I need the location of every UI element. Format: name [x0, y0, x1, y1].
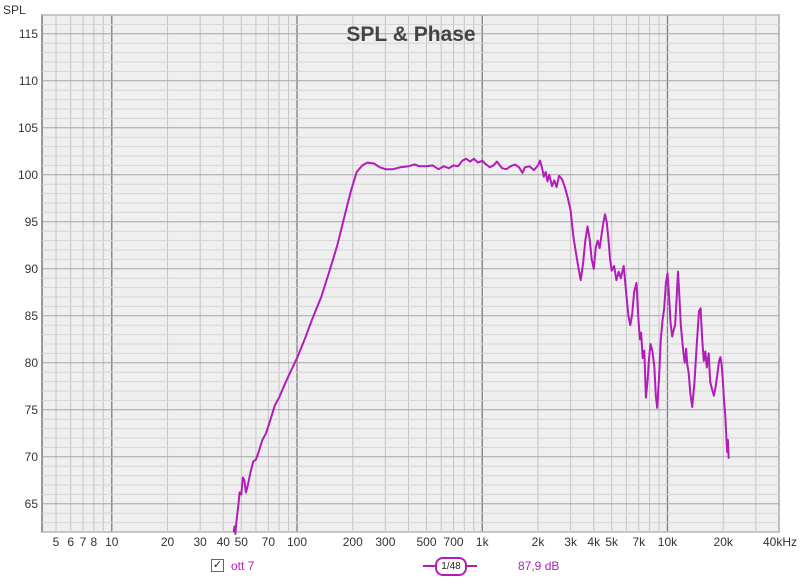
- y-tick-label: 95: [25, 215, 39, 229]
- x-tick-label: 50: [235, 535, 249, 549]
- grid-lines: [42, 14, 780, 533]
- y-tick-label: 115: [19, 27, 38, 41]
- smoothing-line-right: [465, 565, 477, 567]
- x-tick-label: 2k: [532, 535, 546, 549]
- series-visibility-checkbox[interactable]: ✓: [211, 559, 224, 572]
- x-tick-label: 40kHz: [763, 535, 797, 549]
- chart-title: SPL & Phase: [346, 23, 475, 46]
- x-tick-label: 10k: [658, 535, 678, 549]
- legend-bar: ✓ ott 7 1/48 87,9 dB: [0, 555, 800, 585]
- x-tick-label: 10: [105, 535, 119, 549]
- x-tick-label: 1k: [476, 535, 490, 549]
- x-tick-label: 7: [80, 535, 87, 549]
- x-tick-label: 20k: [714, 535, 734, 549]
- cursor-readout: 87,9 dB: [518, 559, 560, 573]
- x-axis-ticks: 5 6 7 8 10 20 30 40 50 70 100 200 300 500 700 1k 2k 3k 4k 5…: [53, 535, 797, 549]
- x-tick-label: 70: [262, 535, 276, 549]
- x-tick-label: 40: [217, 535, 231, 549]
- y-tick-label: 70: [25, 450, 39, 464]
- x-tick-label: 8: [90, 535, 97, 549]
- x-tick-label: 5: [53, 535, 60, 549]
- y-axis-ticks: 65 70 75 80 85 90 95 100 105 110 115: [18, 27, 38, 511]
- y-tick-label: 100: [18, 168, 38, 182]
- y-tick-label: 65: [25, 497, 39, 511]
- smoothing-line-left: [423, 565, 435, 567]
- x-tick-label: 4k: [587, 535, 601, 549]
- x-tick-label: 300: [375, 535, 395, 549]
- y-tick-label: 90: [25, 262, 39, 276]
- x-tick-label: 3k: [564, 535, 578, 549]
- y-tick-label: 80: [25, 356, 39, 370]
- x-tick-label: 7k: [632, 535, 646, 549]
- series-name[interactable]: ott 7: [231, 559, 255, 573]
- smoothing-value[interactable]: 1/48: [435, 557, 467, 576]
- x-tick-label: 5k: [605, 535, 619, 549]
- smoothing-indicator[interactable]: 1/48: [423, 555, 477, 577]
- y-axis-label: SPL: [3, 3, 26, 17]
- x-tick-label: 30: [193, 535, 207, 549]
- y-tick-label: 75: [25, 403, 39, 417]
- x-tick-label: 200: [343, 535, 363, 549]
- x-tick-label: 6: [67, 535, 74, 549]
- y-tick-label: 105: [18, 121, 38, 135]
- y-tick-label: 110: [19, 74, 38, 88]
- x-tick-label: 500: [416, 535, 436, 549]
- x-tick-label: 20: [161, 535, 175, 549]
- y-tick-label: 85: [25, 309, 39, 323]
- plot-frame: [41, 14, 780, 533]
- x-tick-label: 700: [444, 535, 464, 549]
- series-line-ott-7: [232, 157, 730, 535]
- x-tick-label: 100: [287, 535, 307, 549]
